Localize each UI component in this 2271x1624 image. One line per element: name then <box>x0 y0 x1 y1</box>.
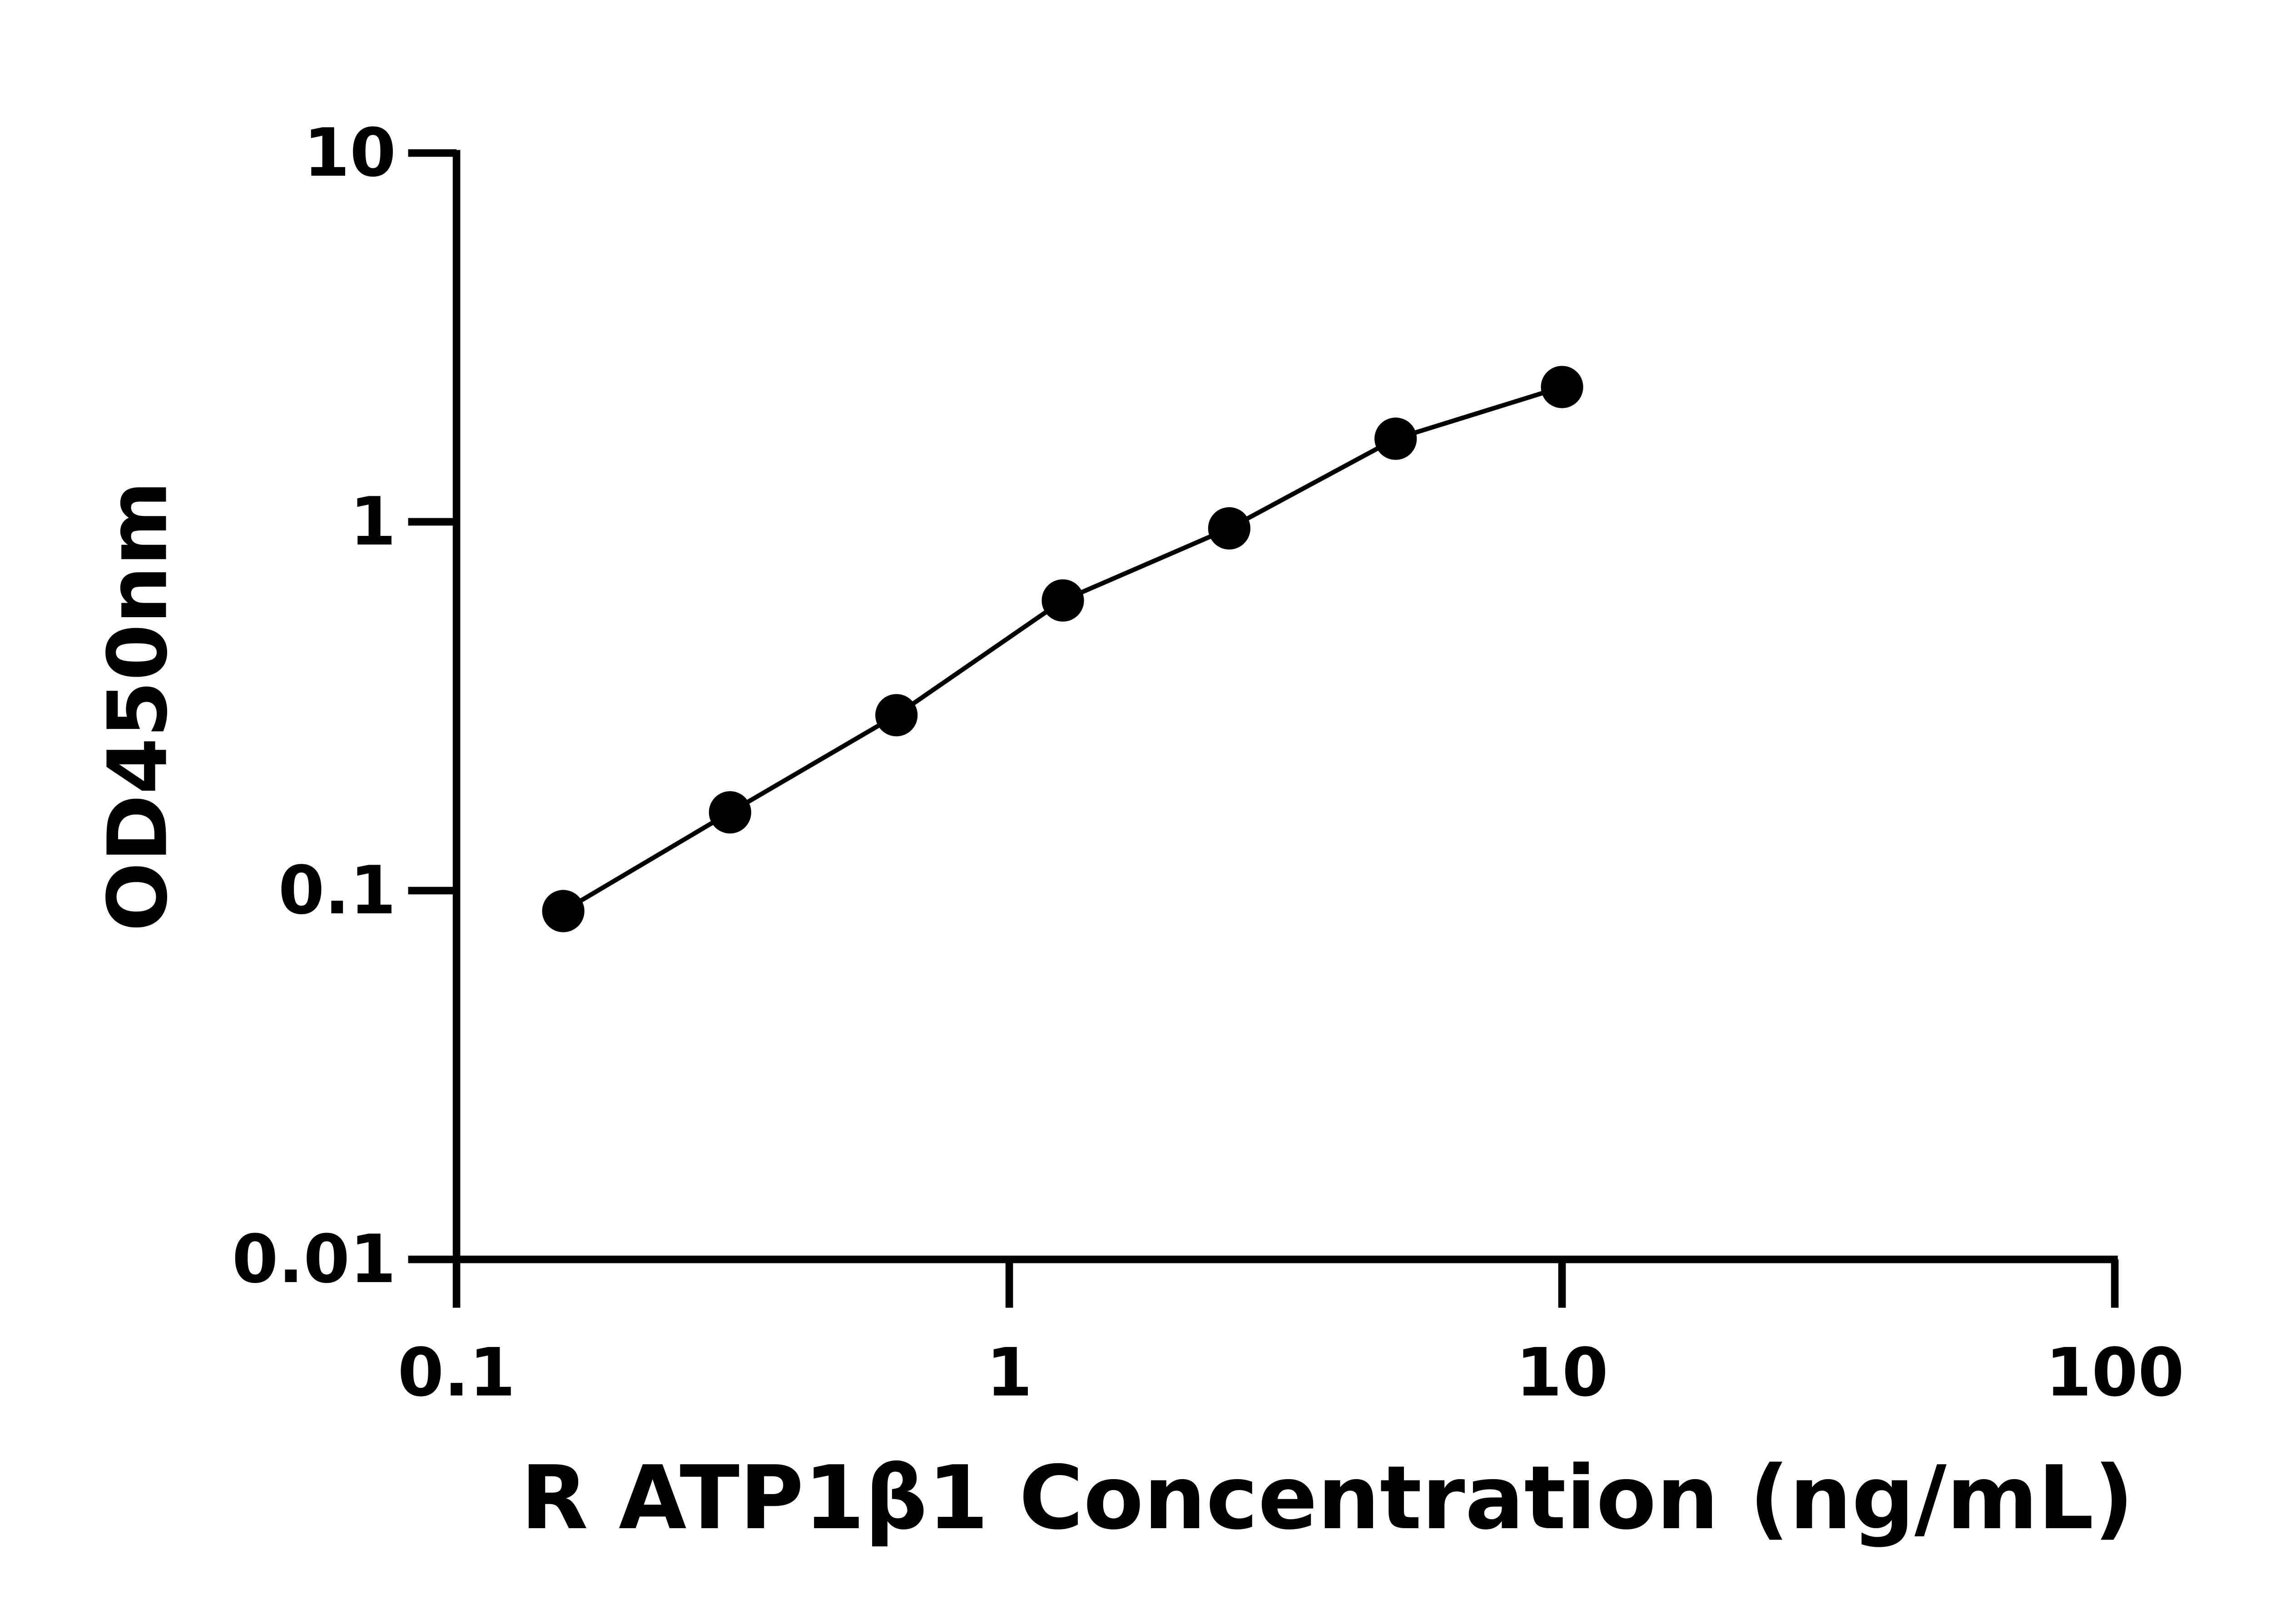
x-axis-title: R ATP1β1 Concentration (ng/mL) <box>521 1447 2134 1549</box>
data-point <box>875 694 918 737</box>
fit-curve <box>562 385 1563 913</box>
data-point <box>1208 507 1250 550</box>
y-axis-title: OD450nm <box>90 481 185 931</box>
x-tick-label: 100 <box>2045 1334 2184 1411</box>
x-tick-label: 1 <box>986 1334 1032 1411</box>
x-tick-label: 0.1 <box>397 1334 515 1411</box>
data-point <box>1374 417 1417 460</box>
y-tick-label: 1 <box>350 483 396 560</box>
data-point <box>542 890 585 932</box>
data-point <box>1541 366 1583 408</box>
y-tick-label: 0.1 <box>278 852 396 929</box>
y-tick-label: 10 <box>303 114 396 192</box>
data-point <box>709 791 751 834</box>
x-tick-label: 10 <box>1516 1334 1608 1411</box>
data-point <box>1041 579 1084 622</box>
y-tick-label: 0.01 <box>232 1220 396 1298</box>
